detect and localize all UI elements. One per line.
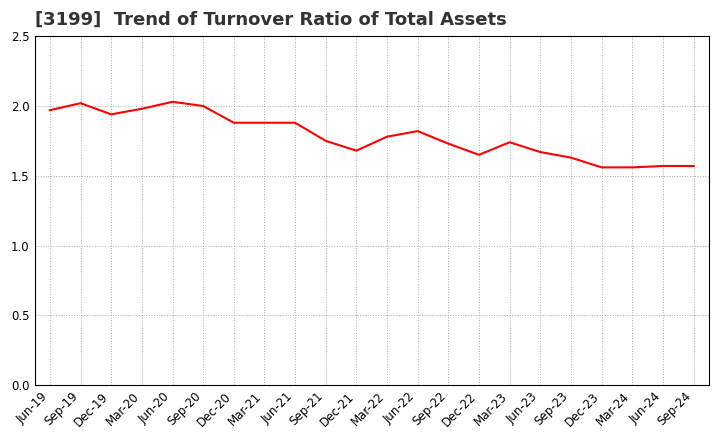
Text: [3199]  Trend of Turnover Ratio of Total Assets: [3199] Trend of Turnover Ratio of Total …: [35, 11, 506, 29]
